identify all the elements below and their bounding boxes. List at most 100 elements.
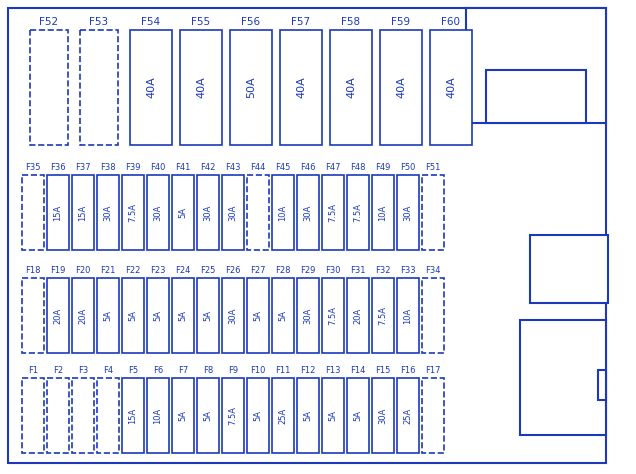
Text: F25: F25	[200, 266, 216, 275]
Text: 15A: 15A	[78, 204, 88, 220]
Text: F60: F60	[441, 17, 460, 27]
Bar	[397, 378, 419, 453]
Text: F23: F23	[150, 266, 166, 275]
Text: F17: F17	[425, 366, 441, 375]
Text: F34: F34	[425, 266, 441, 275]
Text: 30A: 30A	[228, 307, 237, 324]
Bar	[322, 278, 344, 353]
Bar	[80, 30, 118, 145]
Text: 7.5A: 7.5A	[228, 406, 237, 425]
Text: 10A: 10A	[403, 307, 413, 324]
Text: 5A: 5A	[279, 310, 287, 321]
Text: 5A: 5A	[204, 410, 212, 421]
Text: 50A: 50A	[246, 77, 256, 98]
Text: 25A: 25A	[403, 407, 413, 424]
Text: F9: F9	[228, 366, 238, 375]
Text: F2: F2	[53, 366, 63, 375]
Bar	[172, 378, 194, 453]
Text: 40A: 40A	[146, 77, 156, 99]
Text: F57: F57	[291, 17, 310, 27]
Bar	[97, 378, 119, 453]
Bar	[422, 378, 444, 453]
Bar	[297, 175, 319, 250]
Text: F12: F12	[300, 366, 315, 375]
Text: 5A: 5A	[254, 410, 263, 421]
Text: F36: F36	[50, 163, 66, 172]
Text: 10A: 10A	[279, 204, 287, 220]
Text: F22: F22	[125, 266, 141, 275]
Bar	[272, 378, 294, 453]
Bar	[422, 278, 444, 353]
Text: 15A: 15A	[128, 407, 137, 424]
Bar	[322, 175, 344, 250]
Text: F49: F49	[375, 163, 391, 172]
Text: 40A: 40A	[446, 77, 456, 99]
Bar	[22, 175, 44, 250]
Text: F16: F16	[400, 366, 416, 375]
Text: 30A: 30A	[204, 204, 212, 221]
Text: F37: F37	[75, 163, 91, 172]
Text: 5A: 5A	[204, 310, 212, 321]
Text: 5A: 5A	[153, 310, 163, 321]
Text: F7: F7	[178, 366, 188, 375]
Text: F14: F14	[350, 366, 366, 375]
Text: 30A: 30A	[378, 407, 387, 424]
Text: 5A: 5A	[329, 410, 338, 421]
Bar	[430, 30, 472, 145]
Text: 7.5A: 7.5A	[354, 203, 363, 222]
Text: F42: F42	[200, 163, 216, 172]
Text: F8: F8	[203, 366, 213, 375]
Bar	[297, 278, 319, 353]
Bar	[197, 175, 219, 250]
Text: F53: F53	[90, 17, 109, 27]
Bar	[272, 175, 294, 250]
Text: 7.5A: 7.5A	[329, 306, 338, 325]
Text: F30: F30	[325, 266, 341, 275]
Bar	[486, 70, 586, 123]
Text: F47: F47	[325, 163, 341, 172]
Bar	[122, 175, 144, 250]
Text: F44: F44	[251, 163, 266, 172]
Bar	[466, 8, 606, 123]
Text: 5A: 5A	[179, 410, 188, 421]
Bar	[97, 278, 119, 353]
Text: F31: F31	[350, 266, 366, 275]
Text: F56: F56	[242, 17, 261, 27]
Text: F33: F33	[400, 266, 416, 275]
Text: F38: F38	[100, 163, 116, 172]
Text: F48: F48	[350, 163, 366, 172]
Text: 5A: 5A	[179, 207, 188, 218]
Bar	[347, 378, 369, 453]
Bar	[347, 175, 369, 250]
Text: F18: F18	[25, 266, 41, 275]
Text: 40A: 40A	[346, 77, 356, 99]
Text: F52: F52	[39, 17, 59, 27]
Text: 20A: 20A	[78, 307, 88, 324]
Text: F10: F10	[251, 366, 266, 375]
Text: 10A: 10A	[153, 407, 163, 424]
Bar	[180, 30, 222, 145]
Bar	[222, 175, 244, 250]
Text: F51: F51	[425, 163, 441, 172]
Text: 10A: 10A	[378, 204, 387, 220]
Bar	[130, 30, 172, 145]
Bar	[172, 175, 194, 250]
Text: 30A: 30A	[104, 204, 113, 221]
Text: 40A: 40A	[196, 77, 206, 99]
Text: 40A: 40A	[296, 77, 306, 99]
Text: F58: F58	[342, 17, 361, 27]
Bar	[222, 278, 244, 353]
Text: F3: F3	[78, 366, 88, 375]
Text: F4: F4	[103, 366, 113, 375]
Bar	[372, 175, 394, 250]
Text: 5A: 5A	[354, 410, 363, 421]
Text: F43: F43	[225, 163, 241, 172]
Text: F27: F27	[250, 266, 266, 275]
Bar	[197, 378, 219, 453]
Text: F40: F40	[150, 163, 166, 172]
Bar	[47, 175, 69, 250]
Bar	[330, 30, 372, 145]
Bar	[72, 378, 94, 453]
Bar	[122, 278, 144, 353]
Text: 30A: 30A	[228, 204, 237, 221]
